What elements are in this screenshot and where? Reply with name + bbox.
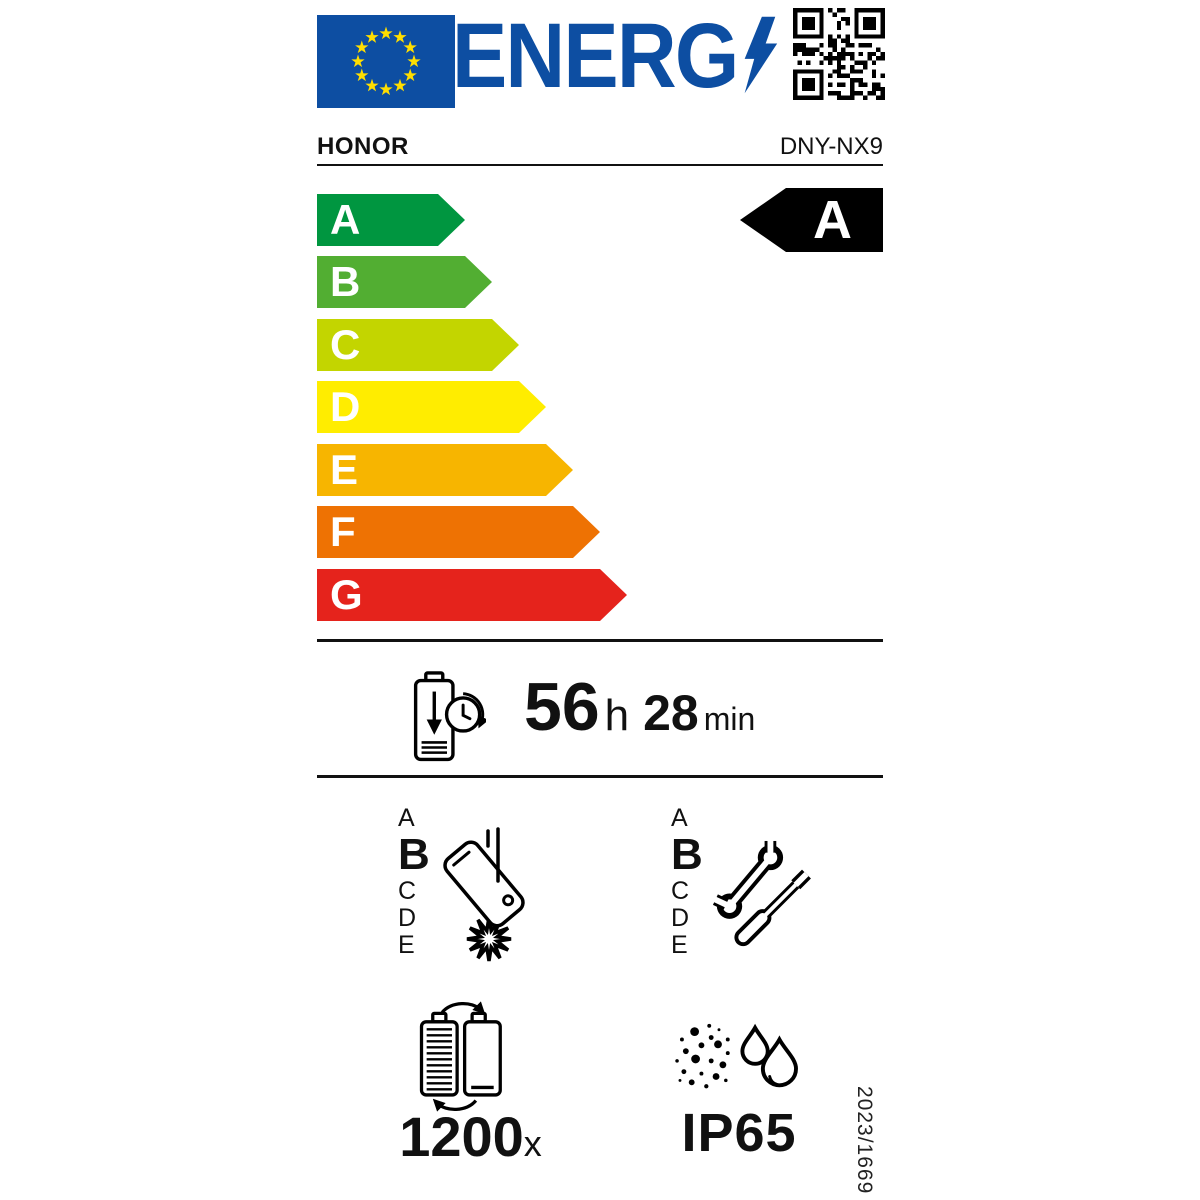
- phone-speaker-line: [452, 850, 471, 867]
- eu-flag-icon: [317, 15, 455, 108]
- grade-letter: E: [398, 931, 415, 959]
- battery-life-hours: 56: [524, 669, 600, 745]
- rated-class-arrow: A: [740, 188, 883, 252]
- water-drop-small: [740, 1023, 770, 1066]
- battery-life-value: 56 h 28 min: [524, 668, 755, 746]
- grade-letter: D: [398, 904, 417, 932]
- grade-letter: B: [398, 830, 430, 879]
- model-number: DNY-NX9: [779, 133, 883, 160]
- grade-letter: E: [671, 931, 688, 959]
- cycles-unit: x: [523, 1123, 542, 1164]
- class-arrow-c: C: [317, 319, 519, 371]
- scale-divider: [317, 639, 883, 642]
- battery-cycles-icon: [419, 1001, 502, 1112]
- grade-letter: A: [398, 804, 415, 832]
- battery-life-minutes: 28: [643, 685, 699, 741]
- class-arrow-e: E: [317, 444, 573, 496]
- drop-highlight: [768, 1075, 778, 1086]
- class-arrow-g: G: [317, 569, 627, 621]
- falling-phone-icon: [443, 827, 525, 962]
- screwdriver-icon: [734, 869, 811, 947]
- dust-dots: [675, 1023, 730, 1089]
- battery-clock-icon: [413, 671, 486, 762]
- regulation-number: 2023/1669: [853, 1086, 876, 1195]
- lightning-bolt-icon: [744, 16, 778, 94]
- header-divider: [317, 164, 883, 166]
- dust-water-icon: [675, 1023, 798, 1089]
- repairability-grades: A B C D E: [671, 805, 731, 959]
- grade-letter: A: [671, 804, 688, 832]
- ip-rating-value: IP65: [681, 1103, 797, 1163]
- water-drop-large: [760, 1035, 798, 1088]
- grade-letter: D: [671, 904, 690, 932]
- grade-letter: B: [671, 830, 703, 879]
- class-letter: A: [330, 196, 361, 243]
- brand-name: HONOR: [317, 133, 409, 160]
- class-arrow-d: D: [317, 381, 546, 433]
- wrench-icon: [712, 839, 784, 919]
- class-letter: G: [330, 571, 363, 618]
- phone-camera-dot: [502, 894, 515, 907]
- battery-life-minutes-unit: min: [703, 701, 756, 737]
- energy-logo-text: ENERG: [452, 5, 739, 107]
- battery-life-hours-unit: h: [604, 691, 630, 740]
- grade-letter: C: [671, 877, 690, 905]
- battery-charge-stripes: [426, 1028, 452, 1091]
- rated-class-letter: A: [813, 190, 852, 250]
- class-letter: D: [330, 383, 361, 430]
- qr-code-modules: [793, 8, 885, 100]
- drop-resistance-grades: A B C D E: [398, 805, 458, 959]
- class-arrow-a: A: [317, 194, 465, 246]
- battery-life-divider: [317, 775, 883, 778]
- battery-cycles-value: 1200x: [388, 1104, 553, 1169]
- class-arrow-f: F: [317, 506, 600, 558]
- qr-code: [793, 8, 885, 100]
- class-letter: F: [330, 508, 356, 555]
- class-letter: E: [330, 446, 359, 493]
- grade-letter: C: [398, 877, 417, 905]
- cycles-number: 1200: [399, 1105, 524, 1168]
- repair-tools-icon: [712, 839, 811, 947]
- class-letter: C: [330, 321, 361, 368]
- class-arrow-b: B: [317, 256, 492, 308]
- class-letter: B: [330, 258, 361, 305]
